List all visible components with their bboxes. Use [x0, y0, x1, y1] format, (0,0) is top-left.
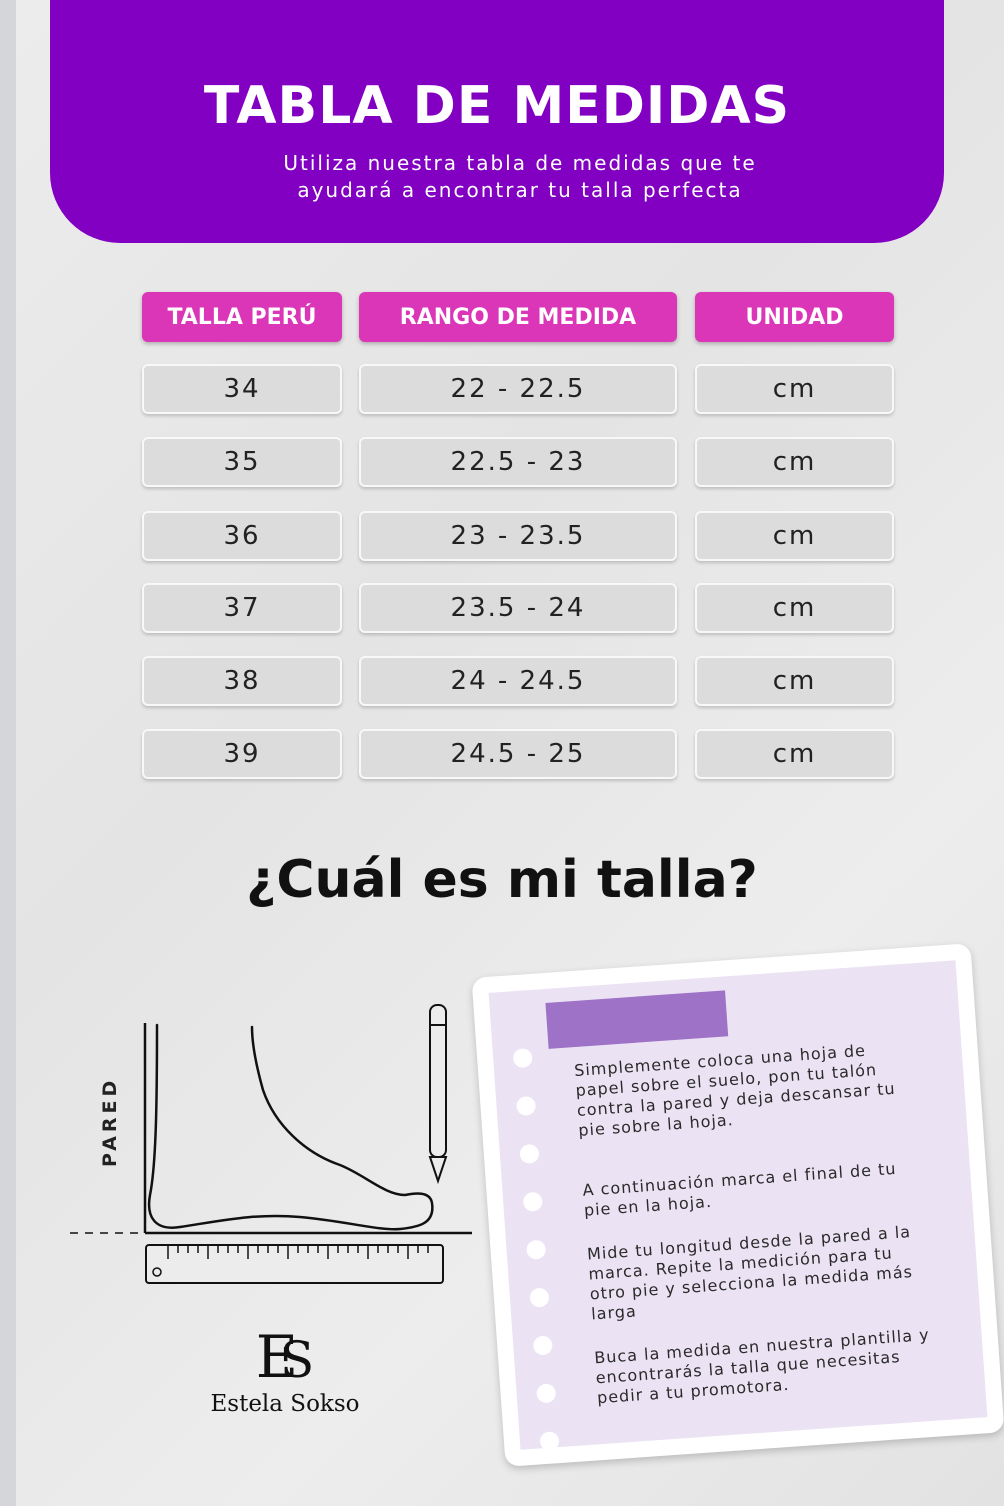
binder-hole	[529, 1287, 550, 1308]
table-cell-unit: cm	[695, 656, 894, 706]
column-header-talla: TALLA PERÚ	[142, 292, 342, 342]
instruction-step-2: A continuación marca el final de tu pie …	[581, 1158, 898, 1220]
binder-hole	[512, 1048, 533, 1069]
binder-hole	[515, 1095, 537, 1117]
table-cell-range: 24.5 - 25	[359, 729, 677, 779]
table-cell-size: 35	[142, 437, 342, 487]
table-cell-size: 36	[142, 511, 342, 561]
column-header-unidad: UNIDAD	[695, 292, 894, 342]
table-cell-size: 39	[142, 729, 342, 779]
binder-hole	[525, 1239, 547, 1260]
foot-illustration: PARED	[70, 1004, 472, 1284]
instruction-step-4: Buca la medida en nuestra plantilla y en…	[593, 1324, 931, 1408]
tape-strip	[545, 990, 729, 1049]
table-cell-range: 23 - 23.5	[359, 511, 677, 561]
instructions-note: Simplemente coloca una hoja de papel sob…	[471, 943, 1004, 1467]
binder-hole	[539, 1431, 560, 1452]
page-subtitle: Utiliza nuestra tabla de medidas que te …	[283, 151, 757, 202]
binder-hole	[532, 1335, 553, 1356]
wall-label: PARED	[99, 1077, 121, 1167]
table-cell-unit: cm	[695, 437, 894, 487]
note-paper: Simplemente coloca una hoja de papel sob…	[488, 960, 988, 1452]
table-cell-unit: cm	[695, 364, 894, 414]
binder-hole	[536, 1383, 557, 1404]
left-edge-strip	[0, 0, 16, 1506]
table-cell-unit: cm	[695, 511, 894, 561]
brand-logo: ES Estela Sokso	[210, 1325, 360, 1425]
header-banner: TABLA DE MEDIDAS Utiliza nuestra tabla d…	[50, 0, 944, 243]
brand-name: Estela Sokso	[210, 1391, 360, 1417]
table-cell-size: 37	[142, 583, 342, 633]
table-cell-range: 24 - 24.5	[359, 656, 677, 706]
pencil-icon	[428, 1004, 448, 1185]
ruler-icon	[145, 1244, 444, 1284]
instruction-step-3: Mide tu longitud desde la pared a la mar…	[586, 1222, 914, 1324]
instruction-step-1: Simplemente coloca una hoja de papel sob…	[573, 1040, 897, 1140]
table-cell-range: 22 - 22.5	[359, 364, 677, 414]
binder-hole	[519, 1143, 540, 1165]
foot-measure-diagram: PARED	[60, 995, 480, 1299]
table-cell-size: 38	[142, 656, 342, 706]
table-cell-range: 22.5 - 23	[359, 437, 677, 487]
binder-hole	[522, 1191, 543, 1212]
section-question: ¿Cuál es mi talla?	[246, 850, 758, 910]
brand-monogram: ES	[255, 1323, 315, 1391]
column-header-rango: RANGO DE MEDIDA	[359, 292, 677, 342]
table-cell-unit: cm	[695, 729, 894, 779]
table-cell-unit: cm	[695, 583, 894, 633]
table-cell-size: 34	[142, 364, 342, 414]
table-cell-range: 23.5 - 24	[359, 583, 677, 633]
page-title: TABLA DE MEDIDAS	[203, 76, 791, 136]
